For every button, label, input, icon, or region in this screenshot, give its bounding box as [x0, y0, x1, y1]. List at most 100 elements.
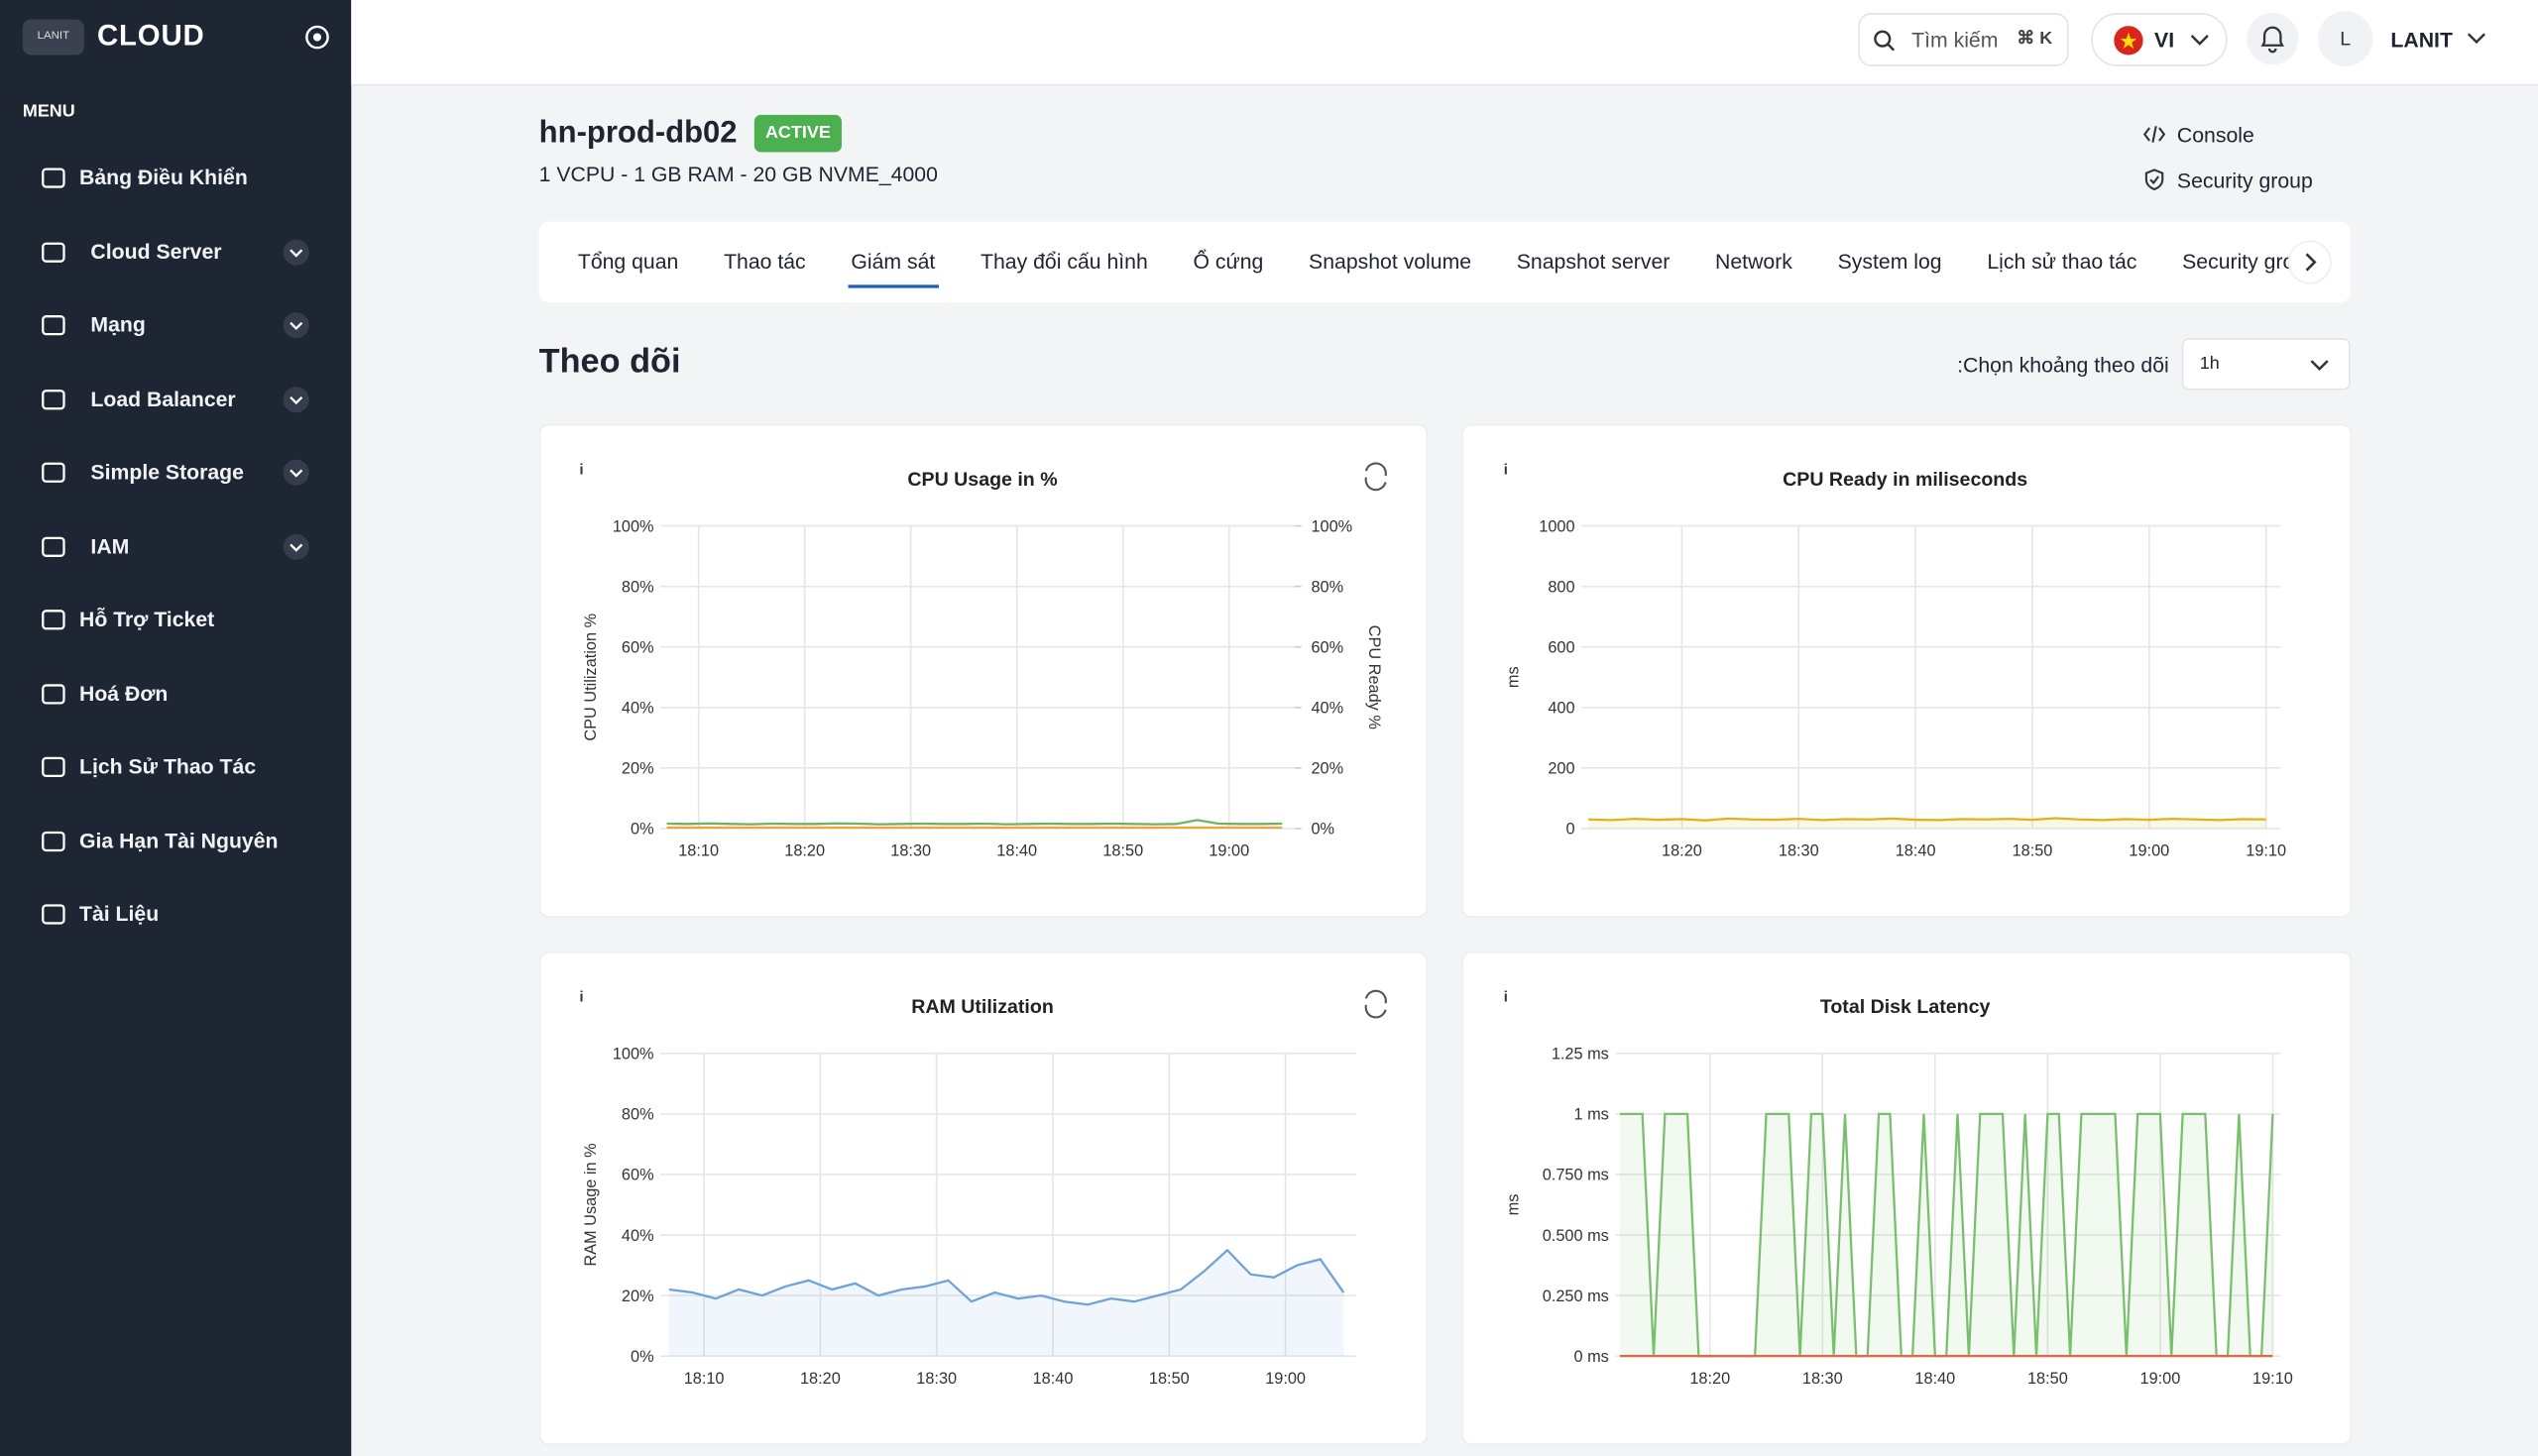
tab[interactable]: Giám sát	[848, 222, 939, 303]
logo: LANIT	[22, 19, 84, 56]
chart-title: Total Disk Latency	[1820, 996, 1991, 1018]
tab[interactable]: System log	[1837, 249, 1942, 274]
chart-title: CPU Ready in miliseconds	[1783, 469, 2027, 491]
x-tick-label: 18:30	[916, 1370, 957, 1388]
range-select[interactable]: 1h	[2181, 338, 2351, 391]
icon-shape	[42, 683, 65, 704]
icon-shape	[42, 756, 65, 777]
menu-icon	[42, 831, 65, 851]
menu-label: Cloud Server	[90, 238, 222, 264]
icon-shape	[42, 610, 65, 630]
y2-tick-label: 0%	[1311, 821, 1334, 839]
y-tick-label: 100%	[613, 1046, 654, 1064]
chart-card	[538, 951, 1428, 1445]
range-label: Chọn khoảng theo dõi:	[1957, 352, 2169, 378]
menu-label: Mạng	[90, 312, 146, 337]
menu-item[interactable]: Lịch Sử Thao Tác	[0, 742, 351, 791]
menu-item[interactable]: IAM	[0, 522, 351, 571]
tab[interactable]: Thao tác	[724, 249, 806, 274]
y-tick-label: 20%	[622, 760, 654, 778]
user-name[interactable]: LANIT	[2390, 27, 2453, 53]
notification-button[interactable]	[2245, 11, 2300, 66]
y-tick-label: 1 ms	[1573, 1106, 1608, 1124]
menu-icon	[42, 610, 65, 630]
tab[interactable]: Ổ cứng	[1193, 249, 1264, 274]
menu-item[interactable]: Mạng	[0, 301, 351, 350]
menu-label: Lịch Sử Thao Tác	[78, 753, 257, 779]
y2-tick-label: 60%	[1311, 638, 1343, 656]
y-axis-label: RAM Usage in %	[582, 1143, 600, 1266]
x-tick-label: 18:50	[2013, 842, 2053, 860]
tab[interactable]: Network	[1715, 249, 1792, 274]
menu-label: Tài Liệu	[78, 901, 160, 926]
x-tick-label: 18:40	[996, 842, 1037, 860]
menu-item[interactable]: Simple Storage	[0, 448, 351, 497]
tab[interactable]: Snapshot volume	[1309, 249, 1472, 274]
range-value: 1h	[2199, 354, 2220, 375]
y-tick-label: 0.500 ms	[1543, 1227, 1609, 1245]
expand-chevron	[283, 238, 309, 265]
y-axis-label: CPU Utilization %	[582, 614, 600, 741]
search-box[interactable]: Tìm kiếm ⌘ K	[1858, 13, 2069, 66]
flag	[2114, 26, 2143, 56]
menu-label: Bảng Điều Khiển	[78, 165, 248, 190]
y2-tick-label: 100%	[1311, 517, 1352, 535]
area	[1619, 1113, 2273, 1357]
console-link[interactable]: Console	[2176, 123, 2254, 148]
tab[interactable]: Lịch sử thao tác	[1987, 249, 2137, 274]
x-tick-label: 18:40	[1914, 1370, 1955, 1388]
menu-label: MENU	[22, 101, 75, 122]
svg-text:i: i	[1504, 462, 1508, 478]
tab-scroll-right[interactable]	[2287, 240, 2333, 285]
menu-item[interactable]: Hỗ Trợ Ticket	[0, 596, 351, 644]
svg-text:i: i	[579, 462, 583, 478]
y-tick-label: 0%	[631, 1348, 654, 1366]
menu-item[interactable]: Hoá Đơn	[0, 669, 351, 718]
server-spec: 1 VCPU - 1 GB RAM - 20 GB NVME_4000	[538, 162, 938, 186]
svg-text:i: i	[579, 990, 583, 1006]
language-select[interactable]: VI	[2091, 13, 2228, 66]
x-tick-label: 19:10	[2246, 842, 2286, 860]
menu-icon	[42, 904, 65, 925]
chart-card	[1461, 951, 2353, 1445]
line	[1588, 817, 2266, 822]
y-tick-label: 40%	[622, 1227, 654, 1245]
tab[interactable]: Snapshot server	[1516, 249, 1671, 274]
menu-label: Simple Storage	[90, 459, 244, 485]
y-tick-label: 80%	[622, 578, 654, 596]
chevron-bg	[283, 312, 309, 339]
x-tick-label: 18:50	[1102, 842, 1143, 860]
menu-label: Load Balancer	[90, 386, 236, 410]
menu-item[interactable]: Load Balancer	[0, 375, 351, 423]
avatar[interactable]: L	[2317, 11, 2373, 66]
x-tick-label: 18:30	[1779, 842, 1819, 860]
menu-item[interactable]: Cloud Server	[0, 227, 351, 276]
y-tick-label: 80%	[622, 1106, 654, 1124]
console-icon	[2142, 126, 2166, 143]
svg-text:i: i	[1504, 990, 1508, 1006]
icon-shape	[42, 831, 65, 851]
collapse-icon[interactable]	[304, 24, 330, 50]
tab[interactable]: Thay đổi cấu hình	[981, 249, 1148, 274]
menu-item[interactable]: Gia Hạn Tài Nguyên	[0, 817, 351, 865]
menu-item[interactable]: Tài Liệu	[0, 890, 351, 939]
y-tick-label: 20%	[622, 1288, 654, 1305]
menu-icon	[42, 756, 65, 777]
chevron	[2467, 33, 2485, 45]
menu-label: Hoá Đơn	[78, 680, 169, 706]
chevron-bg	[283, 532, 309, 560]
tab[interactable]: Tổng quan	[577, 249, 679, 274]
shortcut: ⌘ K	[2017, 29, 2053, 49]
tab[interactable]: Security group	[2182, 249, 2290, 274]
menu-item[interactable]: Bảng Điều Khiển	[0, 154, 351, 202]
refresh-icons[interactable]	[1364, 462, 1387, 1019]
y-tick-label: 100%	[613, 517, 654, 535]
tab-bar: Tổng quan Thao tác Giám sát Thay đổi cấu hì…	[538, 221, 2351, 303]
icon-shape	[42, 389, 65, 409]
security-group-link[interactable]: Security group	[2176, 168, 2313, 193]
chevron	[2190, 35, 2209, 46]
x-tick-label: 19:00	[2140, 1370, 2181, 1388]
y2-tick-label: 80%	[1311, 578, 1343, 596]
line	[668, 1248, 1345, 1306]
